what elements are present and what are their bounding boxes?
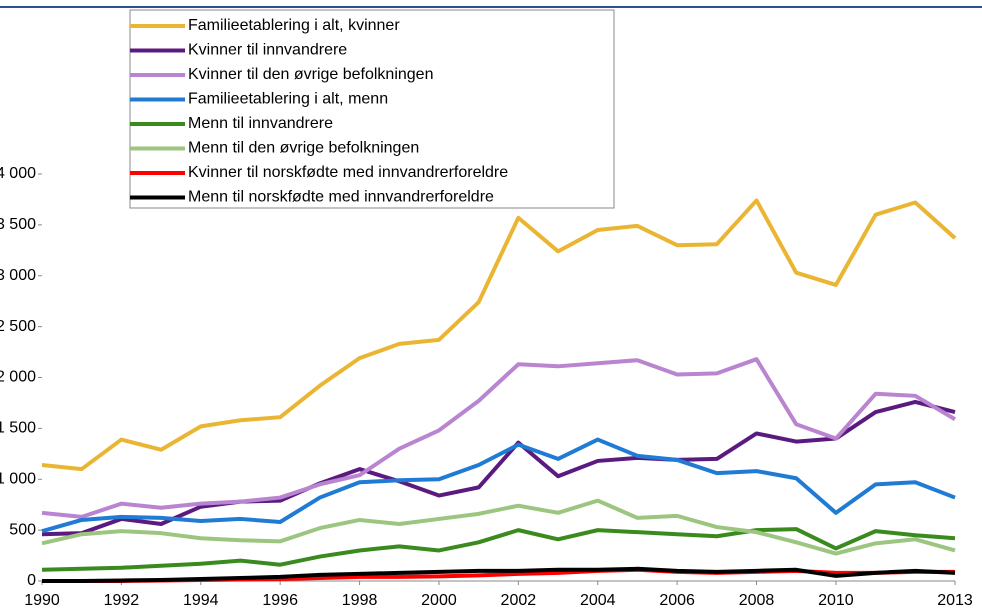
y-tick-label: 3 000 — [0, 267, 36, 284]
x-tick-label: 2000 — [421, 592, 457, 609]
x-tick-label: 1996 — [262, 592, 298, 609]
series-line — [41, 527, 956, 572]
x-tick-label: 2010 — [818, 592, 854, 609]
series-line — [41, 437, 956, 534]
legend-label: Familieetablering i alt, menn — [188, 91, 388, 108]
legend-label: Familieetablering i alt, kvinner — [188, 17, 400, 34]
series-line — [42, 566, 956, 583]
x-tick-label: 2013 — [937, 592, 973, 609]
x-tick-label: 1994 — [183, 592, 219, 609]
series-line — [41, 357, 957, 519]
y-tick-label: 2 000 — [0, 369, 36, 386]
series-line — [41, 399, 956, 537]
y-tick-label: 4 000 — [0, 165, 36, 182]
series-line — [41, 198, 957, 472]
y-tick-label: 1 000 — [0, 470, 36, 487]
legend-label: Kvinner til norskfødte med innvandrerfor… — [188, 164, 508, 181]
x-tick-label: 2008 — [739, 592, 775, 609]
legend-label: Kvinner til innvandrere — [188, 42, 347, 59]
x-tick-label: 1990 — [24, 592, 60, 609]
x-tick-label: 1992 — [104, 592, 140, 609]
legend-label: Menn til innvandrere — [188, 115, 333, 132]
series-line — [41, 498, 956, 556]
x-tick-label: 2006 — [659, 592, 695, 609]
legend-label: Kvinner til den øvrige befolkningen — [188, 66, 433, 83]
legend: Familieetablering i alt, kvinner Kvinner … — [129, 9, 615, 209]
legend-box — [129, 9, 615, 209]
x-tick-label: 2002 — [501, 592, 537, 609]
legend-label: Menn til norskfødte med innvandrerforeld… — [188, 189, 494, 206]
y-tick-label: 0 — [27, 572, 36, 589]
y-tick-label: 500 — [9, 521, 36, 538]
x-tick-label: 2004 — [580, 592, 616, 609]
x-tick-label: 1998 — [342, 592, 378, 609]
y-tick-label: 1 500 — [0, 420, 36, 437]
legend-label: Menn til den øvrige befolkningen — [188, 140, 419, 157]
y-tick-label: 3 500 — [0, 216, 36, 233]
y-tick-label: 2 500 — [0, 318, 36, 335]
